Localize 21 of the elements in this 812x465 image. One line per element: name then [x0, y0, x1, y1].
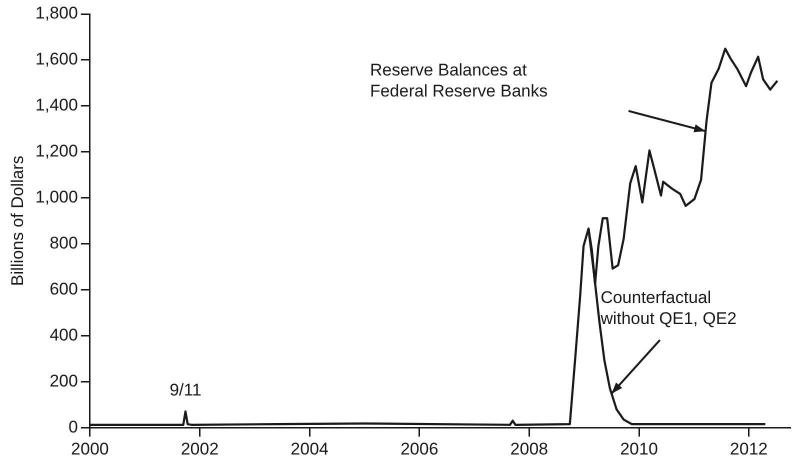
x-tick-label: 2002: [180, 439, 219, 458]
annotation: Counterfactual without QE1, QE2: [600, 288, 737, 328]
y-tick-label: 800: [50, 233, 78, 252]
x-tick-label: 2006: [400, 439, 438, 458]
y-tick-label: 600: [50, 279, 78, 298]
y-tick-label: 1,400: [35, 96, 78, 115]
y-tick-label: 200: [50, 371, 78, 390]
y-tick-label: 1,200: [35, 142, 78, 161]
y-tick-label: 0: [68, 417, 78, 436]
x-tick-label: 2012: [730, 439, 768, 458]
x-tick-label: 2008: [510, 439, 548, 458]
y-axis-title: Billions of Dollars: [8, 156, 27, 286]
y-tick-label: 1,000: [35, 188, 78, 207]
y-tick-label: 1,800: [35, 4, 78, 23]
y-tick-label: 400: [50, 325, 78, 344]
x-tick-label: 2000: [71, 439, 109, 458]
annotation: Reserve Balances at Federal Reserve Banks: [370, 60, 548, 100]
x-tick-label: 2004: [290, 439, 328, 458]
x-tick-label: 2010: [620, 439, 658, 458]
y-tick-label: 1,600: [35, 50, 78, 69]
annotation: 9/11: [170, 380, 202, 400]
